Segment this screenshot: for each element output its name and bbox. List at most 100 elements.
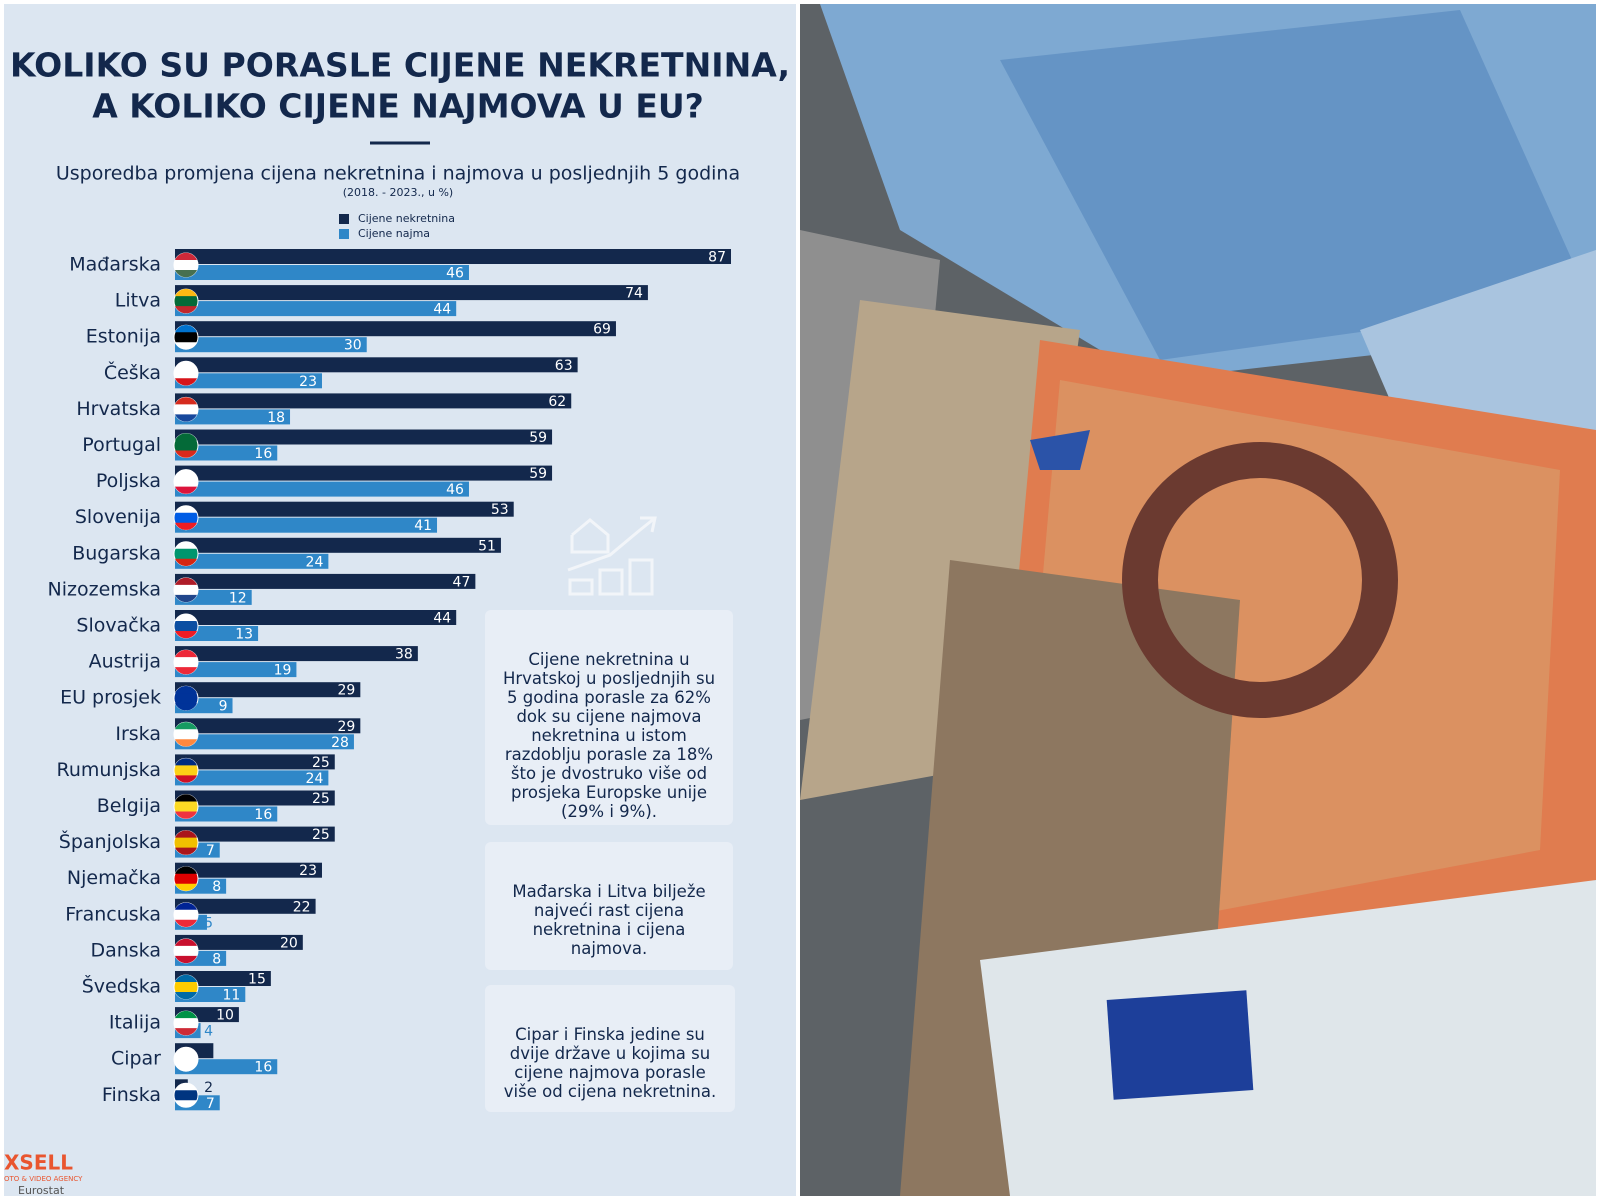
value-label: 29 — [338, 719, 356, 735]
flag — [175, 1046, 197, 1055]
flag — [175, 1064, 197, 1072]
flag — [175, 866, 197, 874]
flag — [175, 974, 197, 982]
bar — [175, 734, 354, 750]
value-label: 41 — [414, 518, 432, 534]
bar — [175, 517, 438, 533]
value-label: 4 — [204, 1024, 213, 1040]
value-label: 5 — [204, 915, 213, 931]
y-tick-label: Austrija — [89, 651, 161, 673]
flag — [175, 919, 197, 928]
flag — [175, 992, 197, 1000]
value-label: 44 — [433, 302, 451, 318]
flag — [175, 469, 197, 477]
value-label: 6 — [204, 1044, 213, 1060]
logo-tagline: OTO & VIDEO AGENCY — [4, 1175, 83, 1183]
bar — [175, 770, 329, 786]
flag — [175, 938, 197, 946]
value-label: 16 — [254, 446, 272, 462]
flag — [175, 1083, 197, 1091]
flag — [175, 703, 197, 711]
bar — [175, 321, 616, 337]
bar — [175, 646, 418, 662]
photo — [800, 4, 1596, 1196]
y-tick-label: Mađarska — [69, 254, 161, 276]
legend-swatch — [339, 214, 349, 224]
flag — [175, 541, 197, 549]
flag — [175, 685, 197, 694]
chart-title: KOLIKO SU PORASLE CIJENE NEKRETNINA, — [10, 46, 790, 85]
legend-label: Cijene nekretnina — [358, 212, 455, 225]
flag — [175, 414, 197, 422]
flag — [175, 739, 197, 747]
value-label: 59 — [529, 430, 547, 446]
logo: XSELL — [4, 1151, 73, 1175]
flag — [175, 558, 197, 567]
value-label: 74 — [625, 286, 643, 302]
y-tick-label: Belgija — [97, 795, 161, 817]
value-label: 20 — [280, 935, 298, 951]
bar — [175, 337, 367, 353]
value-label: 11 — [222, 988, 240, 1004]
flag — [175, 883, 197, 891]
bar — [175, 662, 297, 678]
value-label: 2 — [204, 1080, 213, 1096]
value-label: 8 — [212, 951, 221, 967]
bar — [175, 481, 469, 497]
flag — [175, 649, 197, 658]
y-tick-label: Francuska — [65, 903, 161, 925]
bar — [175, 553, 329, 569]
flag — [175, 775, 197, 783]
value-label: 8 — [212, 879, 221, 895]
flag — [175, 433, 197, 441]
value-label: 7 — [206, 1096, 215, 1112]
value-label: 87 — [708, 250, 726, 266]
bar — [175, 537, 501, 553]
value-label: 47 — [453, 574, 471, 590]
bar — [175, 790, 335, 806]
y-tick-label: Litva — [115, 290, 161, 312]
value-label: 28 — [331, 735, 349, 751]
bar — [175, 357, 578, 373]
value-label: 46 — [446, 266, 464, 282]
flag — [175, 667, 197, 675]
y-tick-label: Bugarska — [72, 542, 161, 564]
y-tick-label: Cipar — [111, 1048, 161, 1070]
flag — [175, 794, 197, 802]
bar — [175, 934, 303, 950]
flag — [175, 397, 197, 405]
flag — [175, 378, 197, 386]
bar — [175, 682, 361, 698]
bar — [175, 429, 553, 445]
bar — [175, 718, 361, 734]
flag — [175, 902, 197, 910]
flag — [175, 522, 197, 530]
flag — [175, 722, 197, 730]
flag — [175, 577, 197, 585]
value-label: 51 — [478, 538, 496, 554]
bar — [175, 826, 335, 842]
flag — [175, 270, 197, 278]
bar — [175, 610, 457, 625]
flag — [175, 1100, 197, 1108]
flag — [175, 288, 197, 297]
flag — [175, 847, 197, 855]
y-tick-label: Španjolska — [59, 829, 161, 853]
flag — [175, 342, 197, 350]
flag — [175, 252, 197, 260]
value-label: 24 — [306, 771, 324, 787]
growth-icon — [567, 516, 657, 596]
annotation: Cipar i Finska jedine su dvije države u … — [485, 985, 735, 1112]
legend-swatch — [339, 229, 349, 239]
value-label: 16 — [254, 807, 272, 823]
value-label: 19 — [274, 663, 292, 679]
y-tick-label: Slovenija — [75, 506, 161, 528]
value-label: 46 — [446, 482, 464, 498]
legend-label: Cijene najma — [358, 227, 430, 240]
y-tick-label: Finska — [102, 1084, 161, 1106]
y-tick-label: Njemačka — [67, 867, 161, 889]
y-tick-label: Estonija — [86, 326, 161, 348]
bar — [175, 971, 271, 986]
flag — [175, 450, 197, 458]
